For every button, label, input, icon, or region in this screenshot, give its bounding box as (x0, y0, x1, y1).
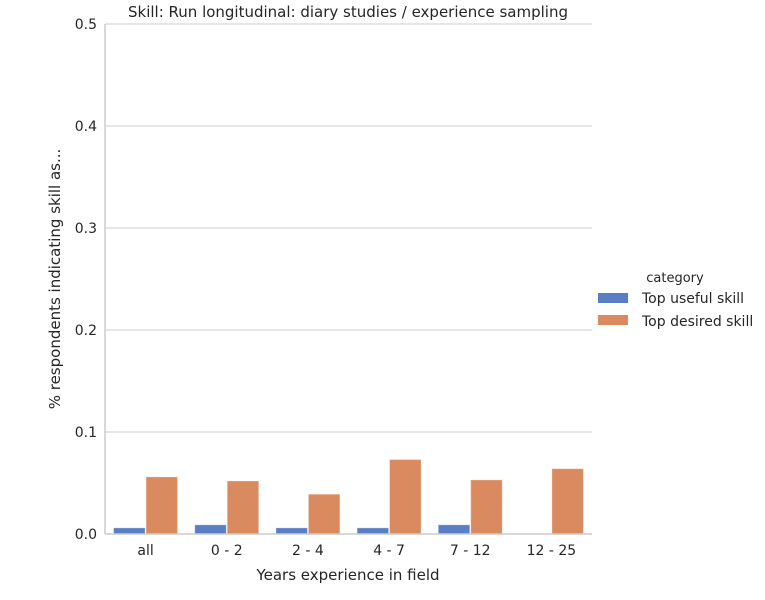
bar-desired (389, 459, 422, 535)
x-tick-label: 7 - 12 (450, 543, 491, 559)
bar-desired (470, 479, 503, 535)
y-axis-label: % respondents indicating skill as... (46, 149, 64, 410)
bar-desired (551, 468, 584, 535)
bar-desired (307, 493, 341, 535)
y-tick-label: 0.4 (75, 119, 97, 135)
y-tick-label: 0.0 (75, 527, 97, 543)
y-tick-label: 0.3 (75, 221, 97, 237)
x-tick-label: 0 - 2 (211, 543, 243, 559)
legend-title: category (646, 271, 704, 286)
legend-swatch-desired (598, 315, 628, 325)
legend-swatch-useful (598, 293, 628, 303)
axes: 0.0 0.1 0.2 0.3 0.4 0.5 all 0 - 2 2 - 4 4 - 7 7 - … (75, 17, 592, 559)
y-tick-label: 0.1 (75, 425, 97, 441)
x-tick-label: 4 - 7 (373, 543, 405, 559)
bar-useful (194, 524, 227, 535)
bar-desired (226, 480, 260, 535)
x-axis-label: Years experience in field (255, 566, 439, 584)
bars (113, 459, 584, 535)
gridlines (105, 23, 592, 535)
bar-useful (113, 527, 146, 535)
x-tick-label: all (137, 543, 153, 559)
y-tick-label: 0.5 (75, 17, 97, 33)
y-tick-label: 0.2 (75, 323, 97, 339)
legend: category Top useful skill Top desired sk… (598, 271, 753, 330)
legend-label-desired: Top desired skill (641, 314, 753, 330)
x-tick-label: 2 - 4 (292, 543, 324, 559)
chart-title: Skill: Run longitudinal: diary studies /… (128, 3, 568, 21)
x-tick-label: 12 - 25 (527, 543, 577, 559)
bar-useful (356, 527, 390, 535)
bar-useful (437, 524, 471, 535)
bar-useful (275, 527, 308, 535)
legend-label-useful: Top useful skill (641, 291, 744, 307)
bar-desired (145, 476, 179, 535)
